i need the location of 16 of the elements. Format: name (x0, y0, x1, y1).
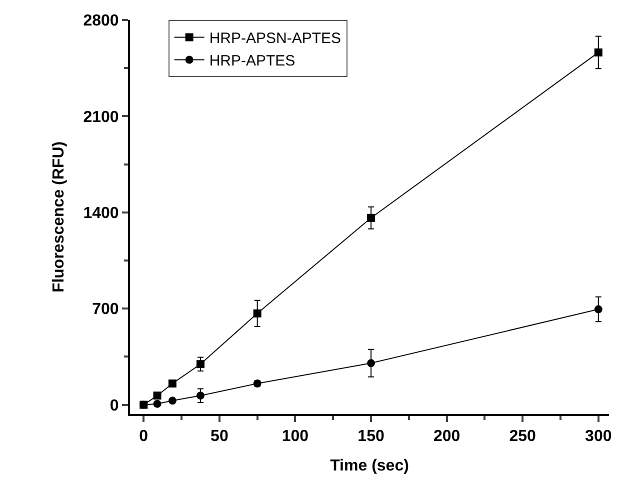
y-tick-label: 0 (110, 397, 119, 414)
x-tick-label: 0 (139, 428, 148, 446)
legend-label: HRP-APSN-APTES (209, 30, 342, 48)
x-tick-label: 200 (433, 428, 460, 446)
x-tick-label: 300 (585, 428, 612, 446)
x-axis-title: Time (sec) (330, 457, 409, 474)
x-tick-label: 50 (210, 428, 228, 446)
x-tick-label: 150 (358, 428, 384, 446)
y-tick-label: 2100 (83, 108, 119, 126)
legend-label: HRP-APTES (209, 52, 296, 70)
y-axis-title: Fluorescence (RFU) (50, 141, 68, 293)
x-tick-label: 250 (509, 428, 536, 446)
x-tick-label: 100 (282, 428, 309, 446)
y-tick-label: 1400 (83, 205, 119, 222)
y-tick-label: 2800 (83, 12, 119, 30)
y-tick-label: 700 (92, 301, 119, 318)
